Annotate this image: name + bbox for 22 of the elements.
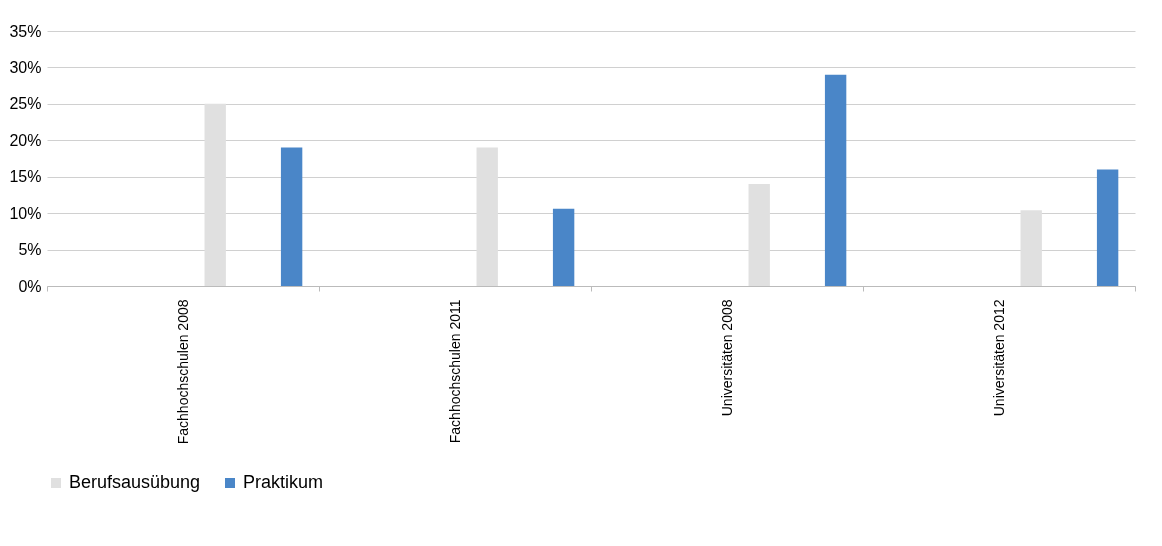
y-tick-label: 10%	[9, 204, 42, 222]
y-tick-label: 5%	[18, 241, 42, 259]
bar	[476, 147, 498, 286]
bar	[204, 103, 226, 286]
bar	[824, 74, 847, 286]
x-tick-label: Universitäten 2008	[718, 299, 735, 417]
bar	[748, 184, 770, 286]
x-tick-label: Fachhochschulen 2011	[446, 299, 463, 444]
legend-label: Praktikum	[243, 472, 324, 492]
y-tick-label: 30%	[9, 58, 42, 76]
legend-label: Berufsausübung	[69, 472, 201, 492]
y-tick-label: 25%	[9, 95, 42, 113]
x-tick-label: Fachhochschulen 2008	[174, 299, 191, 445]
y-tick-label: 15%	[9, 168, 42, 186]
bar	[552, 208, 575, 286]
bar	[280, 147, 303, 286]
y-tick-label: 35%	[9, 22, 42, 40]
bar	[1020, 210, 1042, 286]
x-tick-label: Universitäten 2012	[990, 299, 1007, 417]
y-tick-label: 20%	[9, 131, 42, 149]
y-tick-label: 0%	[18, 277, 42, 295]
bar	[1096, 169, 1119, 286]
